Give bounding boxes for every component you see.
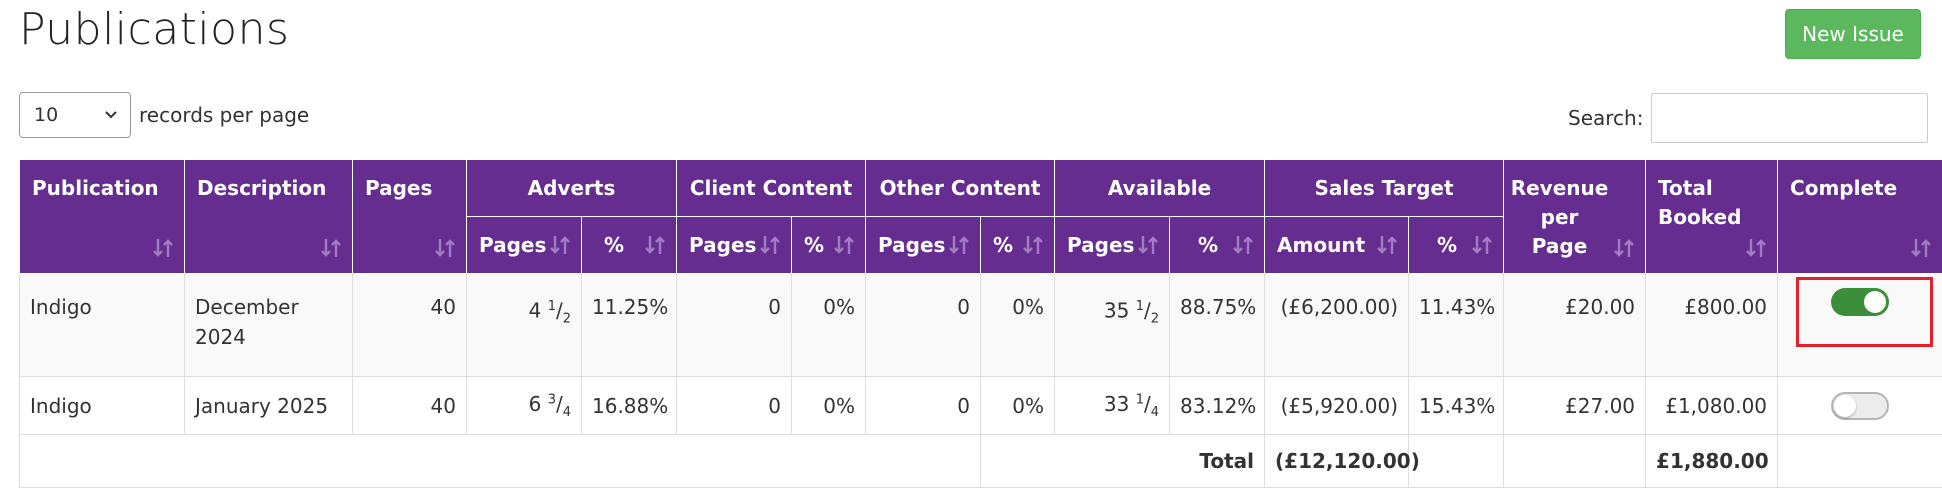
header-adverts-pct[interactable]: % <box>582 217 677 274</box>
cell-other-pages: 0 <box>866 377 981 435</box>
cell-description: January 2025 <box>185 377 353 435</box>
table-row: Indigo December 2024 40 4 1/2 11.25% 0 0… <box>20 274 1942 377</box>
totals-spacer <box>20 435 981 488</box>
page-title: Publications <box>19 4 289 55</box>
cell-adverts-pages: 4 1/2 <box>467 274 582 377</box>
sort-icon <box>320 237 342 259</box>
cell-available-pct: 88.75% <box>1170 274 1265 377</box>
header-sales-target: Sales Target <box>1265 160 1504 217</box>
cell-revenue-per-page: £27.00 <box>1504 377 1646 435</box>
records-length-control: 10 records per page <box>19 92 309 138</box>
cell-publication: Indigo <box>20 377 185 435</box>
header-available-pct[interactable]: % <box>1170 217 1265 274</box>
cell-total-booked: £800.00 <box>1646 274 1778 377</box>
toggle-knob <box>1834 395 1856 417</box>
sort-icon <box>1745 237 1767 259</box>
header-complete[interactable]: Complete <box>1778 160 1942 274</box>
records-per-page-label: records per page <box>139 103 309 127</box>
search-label: Search: <box>1568 106 1643 130</box>
cell-target-amount: (£5,920.00) <box>1265 377 1409 435</box>
sort-icon <box>644 234 666 256</box>
totals-empty <box>1409 435 1504 488</box>
sort-icon <box>1471 234 1493 256</box>
sort-icon <box>1613 237 1635 259</box>
sort-icon <box>1022 234 1044 256</box>
cell-client-pct: 0% <box>792 377 866 435</box>
sort-icon <box>1137 234 1159 256</box>
header-target-amount[interactable]: Amount <box>1265 217 1409 274</box>
header-available: Available <box>1055 160 1265 217</box>
cell-other-pct: 0% <box>981 274 1055 377</box>
cell-target-pct: 15.43% <box>1409 377 1504 435</box>
header-target-pct[interactable]: % <box>1409 217 1504 274</box>
cell-complete <box>1778 377 1942 435</box>
cell-description: December 2024 <box>185 274 353 377</box>
search-control: Search: <box>1568 93 1928 143</box>
publications-table: Publication Description Pages Adverts Cl… <box>19 159 1942 488</box>
header-client-content: Client Content <box>677 160 866 217</box>
cell-total-booked: £1,080.00 <box>1646 377 1778 435</box>
header-other-content: Other Content <box>866 160 1055 217</box>
totals-label: Total <box>981 435 1265 488</box>
new-issue-button[interactable]: New Issue <box>1785 9 1921 59</box>
cell-client-pct: 0% <box>792 274 866 377</box>
cell-client-pages: 0 <box>677 377 792 435</box>
cell-adverts-pct: 11.25% <box>582 274 677 377</box>
cell-available-pct: 83.12% <box>1170 377 1265 435</box>
sort-icon <box>1910 237 1932 259</box>
highlight-box <box>1796 277 1933 347</box>
header-available-pages[interactable]: Pages <box>1055 217 1170 274</box>
cell-other-pct: 0% <box>981 377 1055 435</box>
header-adverts-pages[interactable]: Pages <box>467 217 582 274</box>
header-other-pct[interactable]: % <box>981 217 1055 274</box>
search-input[interactable] <box>1651 93 1928 143</box>
cell-other-pages: 0 <box>866 274 981 377</box>
totals-row: Total (£12,120.00) £1,880.00 <box>20 435 1942 488</box>
header-other-pages[interactable]: Pages <box>866 217 981 274</box>
sort-icon <box>833 234 855 256</box>
cell-available-pages: 35 1/2 <box>1055 274 1170 377</box>
table-row: Indigo January 2025 40 6 3/4 16.88% 0 0%… <box>20 377 1942 435</box>
header-publication[interactable]: Publication <box>20 160 185 274</box>
chevron-down-icon <box>102 105 120 123</box>
cell-pages: 40 <box>353 274 467 377</box>
sort-icon <box>549 234 571 256</box>
sort-icon <box>152 237 174 259</box>
cell-adverts-pct: 16.88% <box>582 377 677 435</box>
sort-icon <box>1232 234 1254 256</box>
cell-pages: 40 <box>353 377 467 435</box>
cell-revenue-per-page: £20.00 <box>1504 274 1646 377</box>
header-description[interactable]: Description <box>185 160 353 274</box>
header-adverts: Adverts <box>467 160 677 217</box>
header-client-pct[interactable]: % <box>792 217 866 274</box>
records-per-page-select[interactable]: 10 <box>19 92 131 138</box>
totals-target-amount: (£12,120.00) <box>1265 435 1409 488</box>
records-per-page-value: 10 <box>34 104 58 126</box>
totals-empty <box>1778 435 1942 488</box>
header-client-pages[interactable]: Pages <box>677 217 792 274</box>
totals-total-booked: £1,880.00 <box>1646 435 1778 488</box>
sort-icon <box>759 234 781 256</box>
cell-adverts-pages: 6 3/4 <box>467 377 582 435</box>
cell-client-pages: 0 <box>677 274 792 377</box>
sort-icon <box>434 237 456 259</box>
complete-toggle[interactable] <box>1831 392 1889 420</box>
cell-target-amount: (£6,200.00) <box>1265 274 1409 377</box>
cell-available-pages: 33 1/4 <box>1055 377 1170 435</box>
sort-icon <box>1376 234 1398 256</box>
cell-target-pct: 11.43% <box>1409 274 1504 377</box>
totals-empty <box>1504 435 1646 488</box>
sort-icon <box>948 234 970 256</box>
cell-publication: Indigo <box>20 274 185 377</box>
header-pages[interactable]: Pages <box>353 160 467 274</box>
